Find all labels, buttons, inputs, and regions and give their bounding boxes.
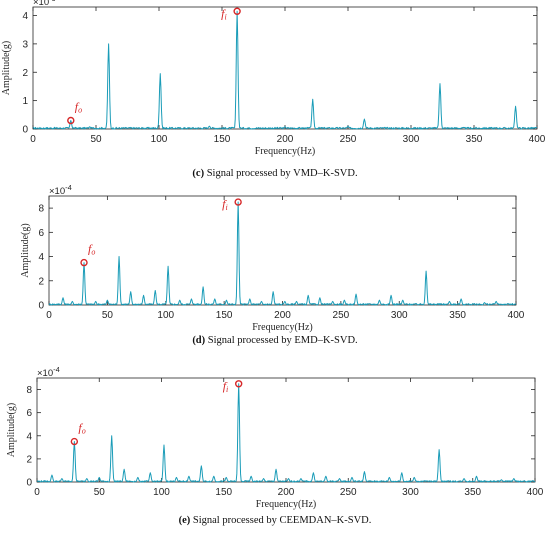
spectrum-line	[32, 10, 538, 130]
x-tick-label: 100	[157, 310, 174, 321]
x-tick-label: 400	[527, 487, 544, 498]
exponent-label: ×10-4	[37, 365, 60, 379]
label-fi: fi	[223, 379, 229, 394]
y-tick-label: 1	[22, 96, 28, 107]
panel-0: 0 50 100 150 200 250 300 350 400 0 1 2 3 4 ×10-9 Freque…	[1, 0, 546, 179]
y-tick-label: 0	[22, 125, 28, 136]
x-tick-label: 50	[94, 487, 106, 498]
panel-2: 0 50 100 150 200 250 300 350 400 0 2 4 6 8 ×10-4 Freque…	[6, 365, 544, 526]
y-tick-label: 2	[22, 68, 28, 79]
marker-fo	[70, 437, 79, 446]
marker-fi	[234, 380, 243, 388]
x-tick-label: 150	[216, 310, 233, 321]
x-tick-label: 350	[466, 134, 483, 145]
y-axis-label: Amplitude(g)	[6, 403, 17, 457]
exponent-label: ×10-9	[33, 0, 56, 8]
x-tick-label: 0	[46, 310, 52, 321]
y-tick-label: 6	[26, 408, 32, 419]
x-tick-label: 50	[90, 134, 102, 145]
axes-frame	[48, 195, 517, 306]
x-tick-label: 200	[278, 487, 295, 498]
axes-frame	[36, 377, 536, 483]
x-tick-label: 250	[333, 310, 350, 321]
y-tick-label: 4	[38, 252, 44, 263]
x-tick-label: 350	[464, 487, 481, 498]
panel-caption: (e) Signal processed by CEEMDAN–K-SVD.	[179, 515, 372, 526]
x-tick-label: 150	[214, 134, 231, 145]
x-tick-label: 300	[391, 310, 408, 321]
y-tick-label: 4	[26, 431, 32, 442]
label-fo: fo	[75, 99, 82, 114]
x-tick-label: 350	[449, 310, 466, 321]
y-tick-label: 8	[38, 204, 44, 215]
marker-fi	[234, 198, 242, 206]
x-tick-label: 250	[340, 487, 357, 498]
x-axis-label: Frequency(Hz)	[255, 146, 316, 157]
marker-fi	[233, 7, 241, 15]
label-fi: fi	[222, 197, 228, 212]
y-tick-label: 2	[26, 454, 32, 465]
panel-1: 0 50 100 150 200 250 300 350 400 0 2 4 6 8 ×10-4 Freque…	[20, 183, 525, 346]
y-tick-label: 3	[22, 39, 28, 50]
x-tick-label: 250	[340, 134, 357, 145]
x-tick-label: 300	[403, 134, 420, 145]
x-tick-label: 400	[529, 134, 546, 145]
y-tick-label: 2	[38, 276, 44, 287]
panel-caption: (c) Signal processed by VMD–K-SVD.	[192, 168, 357, 179]
x-tick-label: 0	[30, 134, 36, 145]
y-tick-label: 4	[22, 11, 28, 22]
y-tick-label: 0	[38, 301, 44, 312]
panel-caption: (d) Signal processed by EMD–K-SVD.	[192, 335, 357, 346]
x-tick-label: 300	[402, 487, 419, 498]
x-tick-label: 200	[274, 310, 291, 321]
spectrum-line	[36, 383, 536, 483]
y-tick-label: 0	[26, 478, 32, 489]
x-tick-label: 100	[151, 134, 168, 145]
y-axis-label: Amplitude(g)	[20, 223, 31, 277]
label-fo: fo	[88, 242, 95, 257]
marker-fo	[80, 258, 88, 267]
marker-fo	[67, 116, 75, 125]
axes-frame	[32, 6, 538, 130]
x-tick-label: 200	[277, 134, 294, 145]
x-tick-label: 50	[102, 310, 114, 321]
x-tick-label: 150	[215, 487, 232, 498]
y-axis-label: Amplitude(g)	[1, 41, 12, 95]
label-fo: fo	[78, 421, 85, 436]
x-tick-label: 400	[508, 310, 525, 321]
x-axis-label: Frequency(Hz)	[256, 499, 317, 510]
x-axis-label: Frequency(Hz)	[252, 322, 313, 333]
label-fi: fi	[221, 6, 227, 21]
y-tick-label: 8	[26, 385, 32, 396]
x-tick-label: 0	[34, 487, 40, 498]
exponent-label: ×10-4	[49, 183, 72, 197]
x-tick-label: 100	[153, 487, 170, 498]
spectrum-line	[48, 201, 517, 306]
y-tick-label: 6	[38, 228, 44, 239]
